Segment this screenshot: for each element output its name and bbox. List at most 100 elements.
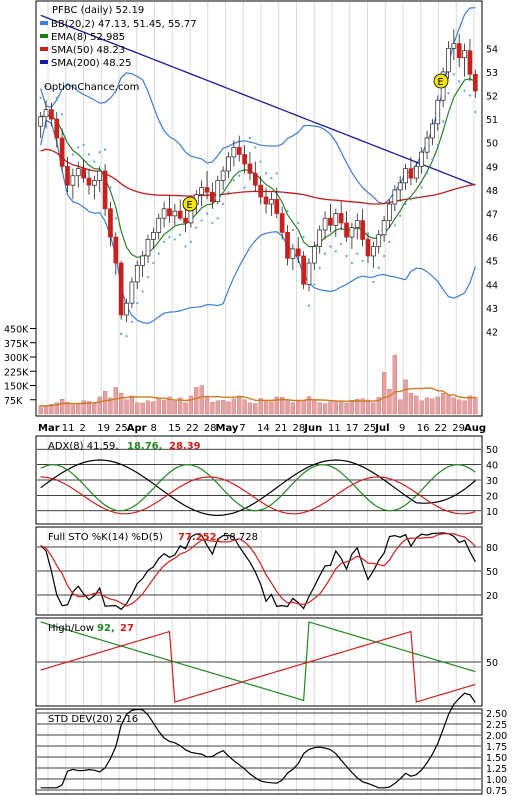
tick-label: 50 (486, 658, 498, 669)
x-tick-label: 17 (346, 423, 359, 434)
hl-label: High/Low (48, 623, 94, 634)
x-tick-label: 15 (168, 423, 181, 434)
psar-dot (291, 228, 294, 232)
psar-dot (157, 252, 160, 255)
volume-bar (92, 402, 97, 415)
volume-bar (38, 405, 43, 415)
psar-dot (318, 266, 321, 269)
candle-body (306, 262, 312, 285)
x-tick-label: 8 (151, 423, 157, 434)
volume-bar (339, 401, 344, 415)
psar-dot (39, 96, 42, 99)
volume-bar (108, 397, 113, 415)
candle-body (311, 246, 317, 264)
volume-bar (451, 397, 457, 415)
volume-bar (403, 379, 408, 415)
psar-dot (356, 252, 359, 255)
candle-body (177, 210, 183, 219)
sto-lines (40, 532, 476, 611)
volume-bar (135, 402, 140, 415)
psar-dot (55, 96, 58, 99)
psar-dot (463, 89, 466, 92)
candle-body (236, 147, 242, 155)
psar-dot (211, 221, 214, 225)
candle-body (456, 43, 462, 59)
candle-body (151, 232, 156, 240)
candle-body (344, 222, 349, 238)
volume-bar (371, 402, 376, 415)
candle-body (451, 43, 457, 49)
volume-bar (414, 395, 419, 415)
candle-body (365, 239, 371, 257)
volume-bar (312, 399, 317, 415)
hl-high-value: 92, (97, 623, 115, 634)
x-tick-label: 19 (97, 423, 110, 434)
volume-tick-label: 300K (4, 353, 29, 364)
tick-label: 0.75 (486, 786, 507, 796)
tick-label: 20 (486, 591, 498, 602)
std-dev-line (40, 692, 476, 789)
x-tick-label: 25 (115, 423, 128, 434)
volume-bar (226, 401, 231, 415)
psar-dot (114, 217, 117, 220)
candle-body (172, 210, 178, 217)
psar-dot (66, 141, 69, 144)
sto-axis: 20 50 80 (486, 543, 498, 602)
price-tick-label: 51 (486, 115, 498, 126)
volume-bar (43, 406, 49, 415)
psar-dot (44, 84, 48, 88)
volume-bar (194, 387, 199, 415)
volume-bar (349, 400, 355, 415)
candle-body (161, 208, 167, 219)
x-tick-label: May (216, 423, 239, 434)
psar-dot (189, 240, 193, 243)
adx-lines (40, 459, 476, 517)
volume-bar (247, 402, 253, 415)
candle-body (242, 154, 247, 165)
candle-body (252, 173, 258, 186)
legend: BB(20,2) 47.13, 51.45, 55.77 EMA(8) 52.98… (40, 19, 197, 69)
volume-tick-label: 75K (4, 396, 23, 407)
volume-bar (365, 399, 371, 415)
candle-body (338, 213, 344, 224)
candle-body (86, 177, 92, 186)
volume-average-line (40, 387, 476, 407)
sma50-line (40, 148, 476, 205)
psar-dot (307, 304, 311, 307)
volume-tick-label: 150K (4, 382, 29, 393)
psar-dot (243, 186, 246, 189)
candle-body (430, 123, 435, 139)
psar-dot (130, 320, 134, 324)
volume-bar (419, 400, 424, 415)
psar-dot (345, 254, 348, 258)
diminus-line (40, 476, 476, 515)
volume-bar (59, 399, 65, 415)
candle-body (102, 170, 108, 210)
psar-dot (87, 153, 91, 156)
std-dev-panel: 0.751.001.251.501.752.002.252.50 STD DEV… (35, 692, 507, 796)
candle-body (263, 196, 269, 205)
volume-bar (199, 385, 204, 415)
adx-diplus-value: 18.76, (127, 441, 162, 452)
volume-bar (54, 402, 59, 415)
sto-d-line (40, 533, 476, 607)
sto-k-value: 77.252, (178, 532, 220, 543)
volume-bar (355, 399, 360, 415)
candle-body (419, 151, 425, 167)
volume-tick-label: 225K (4, 367, 29, 378)
psar-dot (248, 136, 252, 140)
psar-dot (205, 212, 209, 215)
volume-bar (424, 397, 430, 415)
earnings-marker-1: E (182, 196, 198, 212)
volume-bar (97, 396, 102, 415)
x-tick-label: Jul (374, 423, 389, 434)
candle-body (333, 213, 339, 226)
candle-body (328, 217, 333, 226)
hl-axis: 50 (486, 658, 498, 669)
psar-dot (120, 332, 123, 335)
candle-body (285, 232, 290, 259)
sto-d-value: 58.728 (223, 532, 258, 543)
volume-bar (220, 400, 226, 415)
psar-dot (366, 276, 370, 279)
